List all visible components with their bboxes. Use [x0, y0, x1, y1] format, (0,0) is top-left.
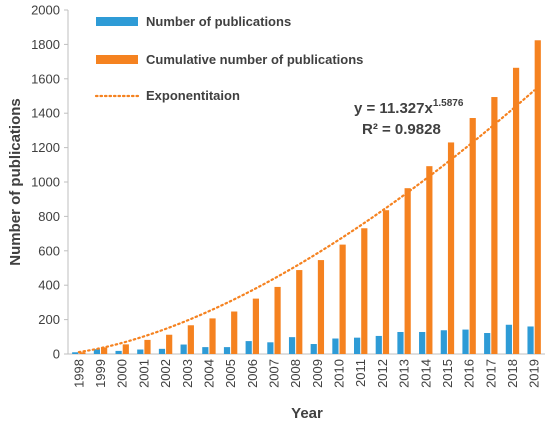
bar-publications: [245, 341, 252, 354]
bar-publications: [158, 348, 166, 354]
y-tick-label: 1000: [31, 175, 60, 190]
bar-publications: [332, 338, 339, 354]
trend-r-squared: R² = 0.9828: [362, 121, 441, 138]
y-tick-label: 400: [38, 278, 60, 293]
x-axis: 1998 1999 2000 2001 2002 2003 2004 2005 2006 2007…: [68, 353, 545, 388]
x-tick-label: 2007: [266, 359, 281, 388]
bar-cumulative: [274, 286, 281, 354]
x-tick-label: 2006: [245, 359, 260, 388]
x-tick-label: 2012: [375, 359, 390, 388]
bar-publications: [267, 342, 274, 354]
legend: Number of publications Cumulative number…: [94, 14, 363, 103]
legend-label-series-1: Number of publications: [146, 14, 291, 29]
trend-equation: y = 11.327x1.5876 R² = 0.9828: [354, 98, 464, 138]
trend-equation-exponent: 1.5876: [433, 98, 464, 109]
bar-cumulative: [296, 270, 303, 354]
bar-publications: [527, 326, 534, 354]
x-tick-label: 2000: [115, 359, 130, 388]
trendline: [77, 89, 536, 354]
bar-publications: [202, 347, 209, 354]
bar-cumulative: [231, 311, 238, 354]
bar-cumulative: [534, 40, 541, 354]
bar-cumulative: [382, 210, 390, 354]
y-tick-label: 200: [38, 312, 60, 327]
y-axis: 0 200 400 600 800 1000 1200 1400 1600 1800 2000: [31, 3, 69, 362]
legend-swatch-series-2: [96, 55, 138, 64]
x-tick-label: 2005: [223, 359, 238, 388]
bar-publications: [115, 350, 122, 354]
legend-label-trendline: Exponentitaion: [146, 88, 240, 103]
x-tick-label: 2017: [483, 359, 498, 388]
bar-cumulative: [144, 339, 151, 354]
x-tick-label: 2008: [288, 359, 303, 388]
bar-cumulative: [404, 188, 411, 354]
x-tick-label: 1999: [93, 359, 108, 388]
bar-cumulative: [339, 244, 346, 354]
bar-publications: [93, 349, 101, 354]
bar-cumulative: [122, 344, 129, 354]
bar-publications: [288, 337, 296, 354]
x-tick-label: 2014: [418, 359, 433, 388]
bar-cumulative: [252, 298, 259, 354]
x-tick-label: 2010: [332, 359, 347, 388]
bar-publications: [505, 324, 512, 354]
x-tick-label: 2004: [201, 359, 216, 388]
legend-swatch-series-1: [96, 17, 138, 26]
bar-publications: [137, 349, 144, 354]
bar-cumulative: [426, 166, 433, 354]
trend-equation-main: y = 11.327x: [354, 100, 433, 117]
bar-publications: [310, 344, 317, 354]
x-tick-label: 2003: [180, 359, 195, 388]
x-tick-label: 2013: [397, 359, 412, 388]
y-tick-label: 1200: [31, 140, 60, 155]
y-tick-label: 0: [53, 347, 60, 362]
y-tick-label: 1800: [31, 37, 60, 52]
bar-cumulative: [79, 352, 86, 354]
x-tick-label: 1998: [71, 359, 86, 388]
y-tick-label: 1600: [31, 71, 60, 86]
y-tick-label: 600: [38, 243, 60, 258]
bar-publications: [462, 329, 469, 354]
bar-cumulative: [361, 228, 368, 354]
bars: [72, 40, 541, 355]
bar-cumulative: [209, 318, 216, 354]
trend-equation-text: y = 11.327x1.5876: [354, 98, 464, 117]
trendline-path: [77, 89, 536, 354]
bar-cumulative: [469, 118, 476, 355]
x-tick-label: 2002: [158, 359, 173, 388]
bar-publications: [223, 347, 231, 354]
x-axis-title: Year: [291, 405, 323, 422]
bar-cumulative: [491, 97, 498, 355]
bar-cumulative: [187, 325, 194, 354]
y-tick-label: 1400: [31, 106, 60, 121]
bar-publications: [72, 352, 79, 354]
x-tick-label: 2001: [136, 359, 151, 388]
x-tick-label: 2018: [505, 359, 520, 388]
x-tick-label: 2015: [440, 359, 455, 388]
bar-publications: [397, 331, 404, 354]
bar-publications: [419, 331, 426, 354]
legend-label-series-2: Cumulative number of publications: [146, 52, 363, 67]
y-axis-title: Number of publications: [7, 98, 24, 266]
bar-cumulative: [101, 347, 108, 354]
x-tick-label: 2011: [353, 359, 368, 387]
bar-cumulative: [447, 142, 455, 354]
y-tick-label: 2000: [31, 3, 60, 18]
bar-cumulative: [317, 260, 325, 354]
bar-cumulative: [512, 67, 520, 355]
bar-publications: [484, 333, 491, 354]
bar-publications: [375, 335, 382, 354]
bar-publications: [180, 344, 187, 354]
x-tick-label: 2009: [310, 359, 325, 388]
bar-cumulative: [166, 334, 173, 354]
bar-publications: [354, 337, 361, 354]
y-tick-label: 800: [38, 209, 60, 224]
bar-publications: [440, 330, 447, 354]
x-tick-label: 2019: [527, 359, 542, 388]
x-tick-label: 2016: [462, 359, 477, 388]
